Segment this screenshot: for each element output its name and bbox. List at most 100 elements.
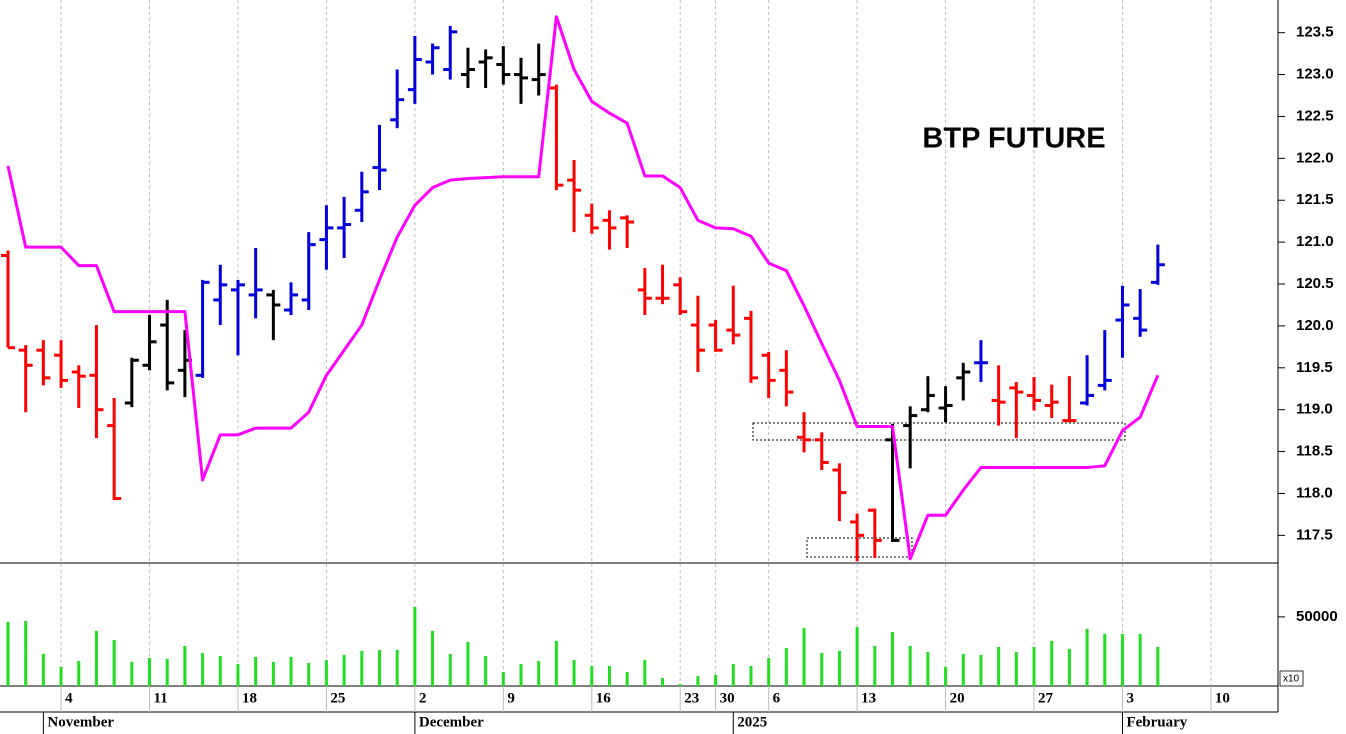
y-tick-label: 120.0 (1296, 317, 1334, 334)
volume-bar (802, 627, 806, 686)
x-tick-label: 10 (1215, 690, 1230, 706)
volume-bar (165, 658, 169, 686)
volume-bar (1120, 633, 1124, 686)
volume-bar (731, 664, 735, 686)
volume-bar (678, 684, 682, 686)
volume-bar (342, 654, 346, 686)
volume-bar (112, 639, 116, 686)
volume-bar (324, 660, 328, 686)
x-tick-label: 2 (419, 690, 427, 706)
x-tick-label: 27 (1038, 690, 1054, 706)
x-tick-label: 16 (596, 690, 612, 706)
volume-bar (413, 606, 417, 686)
volume-bar (1103, 633, 1107, 686)
volume-bar (1032, 646, 1036, 686)
x-tick-label: 13 (861, 690, 876, 706)
x-tick-label: 11 (154, 690, 168, 706)
volume-bar (1085, 628, 1089, 686)
month-label: December (419, 714, 484, 730)
x-tick-label: 18 (242, 690, 257, 706)
volume-unit: x10 (1283, 674, 1300, 685)
volume-bar (130, 661, 134, 686)
x-tick-label: 30 (720, 690, 735, 706)
volume-bar (926, 652, 930, 686)
y-tick-label: 118.0 (1296, 484, 1333, 501)
x-tick-label: 9 (507, 690, 515, 706)
volume-bar (307, 662, 311, 686)
y-tick-label: 120.5 (1296, 275, 1334, 292)
volume-bar (41, 653, 45, 686)
volume-bar (643, 660, 647, 686)
y-tick-label: 117.5 (1296, 526, 1333, 543)
month-label: February (1126, 714, 1187, 730)
volume-bar (997, 646, 1001, 686)
volume-bar (218, 656, 222, 686)
volume-bar (696, 676, 700, 686)
volume-bar (501, 672, 505, 686)
volume-bar (944, 666, 948, 686)
x-tick-label: 6 (773, 690, 781, 706)
chart-title: BTP FUTURE (922, 123, 1105, 155)
volume-bar (254, 656, 258, 686)
x-tick-label: 20 (950, 690, 965, 706)
volume-bar (236, 664, 240, 686)
volume-bar (837, 650, 841, 686)
y-tick-label: 119.0 (1296, 401, 1333, 418)
volume-bar (820, 652, 824, 686)
y-tick-label: 119.5 (1296, 359, 1333, 376)
y-tick-label: 123.0 (1296, 66, 1334, 83)
volume-bar (590, 665, 594, 686)
month-label: November (47, 714, 114, 730)
volume-bar (1067, 648, 1071, 686)
unit-box (1279, 670, 1304, 687)
volume-bar (908, 645, 912, 686)
volume-bar (661, 677, 665, 686)
x-tick-label: 23 (684, 690, 699, 706)
volume-bar (77, 660, 81, 686)
y-tick-label: 50000 (1296, 608, 1338, 625)
volume-bar (466, 641, 470, 686)
volume-bar (784, 647, 788, 686)
y-tick-label: 122.5 (1296, 107, 1334, 124)
volume-bar (979, 654, 983, 686)
volume-bar (519, 664, 523, 686)
stop-line (6, 15, 1160, 561)
y-tick-label: 122.0 (1296, 149, 1334, 166)
volume-bar (148, 657, 152, 686)
volume-bar (1014, 652, 1018, 686)
volume-bar (1050, 640, 1054, 686)
volume-bar (271, 661, 275, 686)
y-tick-label: 118.5 (1296, 443, 1333, 460)
volume-bar (749, 665, 753, 686)
volume-bar (94, 630, 98, 686)
volume-bar (431, 630, 435, 686)
volume-bar (891, 631, 894, 686)
volume-bar (625, 672, 629, 686)
volume-bar (714, 674, 718, 686)
volume-bar (961, 653, 965, 686)
y-tick-label: 121.5 (1296, 191, 1334, 208)
volume-bar (183, 645, 187, 686)
volume-bar (554, 640, 558, 686)
x-tick-label: 25 (330, 690, 345, 706)
volume-bar (607, 665, 611, 686)
volume-bar (873, 645, 877, 686)
y-tick-label: 123.5 (1296, 24, 1334, 41)
month-label: 2025 (737, 714, 767, 730)
volume-bar (1138, 633, 1142, 686)
volume-bar (767, 657, 771, 686)
low-box (806, 537, 913, 558)
volume-bar (289, 656, 293, 686)
y-tick-label: 121.0 (1296, 233, 1334, 250)
volume-bar (484, 656, 488, 686)
volume-bar (448, 653, 452, 686)
volume-bar (377, 649, 381, 686)
volume-bar (59, 666, 63, 686)
volume-bar (24, 620, 28, 686)
support-box (752, 422, 1126, 441)
x-tick-label: 3 (1126, 690, 1134, 706)
volume-bar (855, 626, 859, 686)
volume-bar (572, 660, 576, 686)
volume-bar (360, 650, 364, 686)
